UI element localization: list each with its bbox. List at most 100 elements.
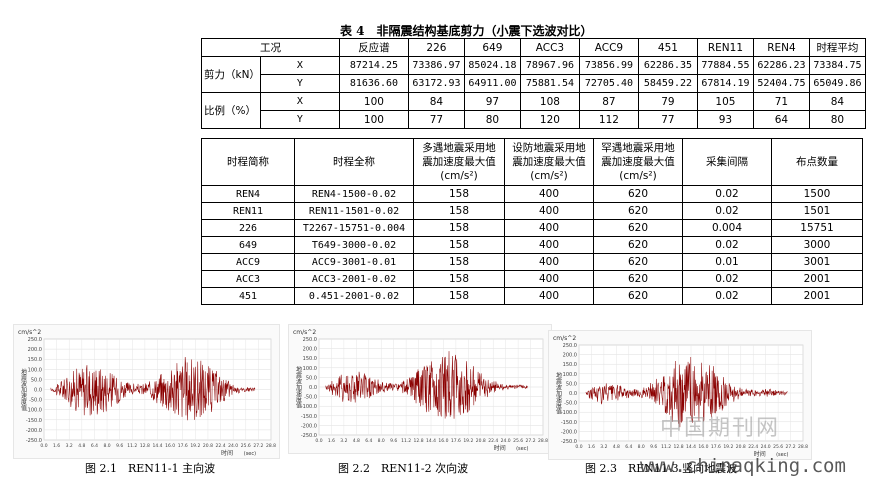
chart-x-tick-label: 8.0 [103,443,110,449]
table-header-cell: REN4 [752,38,810,57]
chart-y-tick-label: 200.0 [28,347,42,353]
table-row: ACC9 ACC9-3001-0.01 158 400 620 0.01 3001 [201,253,863,271]
table-header-cell: 罕遇地震采用地 震加速度最大值 (cm/s²) [593,138,683,186]
table-cell: 620 [593,185,683,203]
wave-table-header-row: 时程简称 时程全称 多遇地震采用地 震加速度最大值 (cm/s²) 设防地震采用… [201,138,863,186]
chart-y-tick-label: -150.0 [561,420,577,426]
watermark-url: www.chinaqking.com [640,455,846,477]
table-cell: 80 [463,110,521,129]
table-cell: ACC9 [201,253,295,271]
chart-y-tick-label: 250.0 [303,337,317,343]
table-cell: 65049.86 [808,74,866,93]
table-cell: 77884.55 [696,56,754,75]
ratio-label: 比例（%） [201,92,261,129]
table-row: REN11 REN11-1501-0.02 158 400 620 0.02 1501 [201,202,863,220]
chart-x-tick-label: 11.2 [401,438,411,444]
chart-x-tick-label: 20.8 [476,438,486,444]
table-cell: 0.451-2001-0.02 [294,287,414,305]
table-cell: 64 [752,110,810,129]
table-cell: 73856.99 [578,56,639,75]
table-row: 649 T649-3000-0.02 158 400 620 0.02 3000 [201,236,863,254]
table-cell: 400 [504,219,594,237]
chart-x-tick-label: 8.0 [638,444,645,450]
chart-x-tick-label: 16.0 [698,444,708,450]
table-cell: REN4 [201,185,295,203]
shear-label: 剪力（kN） [201,56,261,93]
table-cell: 1500 [771,185,863,203]
table-cell: 620 [593,219,683,237]
table-header-cell: 采集间隔 [682,138,772,186]
chart-y-axis-label: 地震波加速度值 [295,365,302,409]
table-cell: 620 [593,270,683,288]
accel-chart-svg: cm/s^2 地震波加速度值 250.0 200.0 150.0 100.0 50.0 0.0… [293,329,548,452]
table-header-cell: 设防地震采用地 震加速度最大值 (cm/s²) [504,138,594,186]
chart-x-tick-label: 12.8 [674,444,684,450]
table-cell: 108 [519,92,580,111]
chart-x-tick-label: 1.6 [588,444,595,450]
table-row: Y 81636.60 63172.93 64911.00 75881.54 72… [202,74,866,93]
table-header-cell: 时程简称 [201,138,295,186]
chart-y-tick-label: -250.0 [561,439,577,445]
table-cell: 400 [504,253,594,271]
chart-x-tick-label: 20.8 [203,443,213,449]
chart-y-tick-label: 250.0 [563,343,577,349]
table4: 工况 反应谱 226 649 ACC3 ACC9 451 REN11 REN4 … [201,38,866,129]
chart-x-tick-label: 25.6 [241,443,251,449]
chart-x-tick-label: 22.4 [748,444,758,450]
chart-x-tick-label: 19.2 [723,444,733,450]
table-cell: 451 [201,287,295,305]
table-cell: 158 [413,236,505,254]
chart-y-tick-label: 250.0 [28,337,42,343]
table-row: ACC3 ACC3-2001-0.02 158 400 620 0.02 2001 [201,270,863,288]
table-cell: 158 [413,202,505,220]
table-cell: 72705.40 [578,74,639,93]
table-cell: 0.02 [682,287,772,305]
table-cell: ACC3-2001-0.02 [294,270,414,288]
table-cell: 0.02 [682,236,772,254]
table-header-cell: 反应谱 [338,38,409,57]
chart-y-tick-label: 150.0 [563,362,577,368]
header-line: (cm/s²) [440,170,478,182]
chart-x-axis-label: 时间 [754,450,766,458]
table-cell: 120 [519,110,580,129]
table-header-cell: 布点数量 [771,138,863,186]
chart-x-tick-label: 6.4 [365,438,372,444]
header-line: 震加速度最大值 [601,156,675,168]
chart-y-tick-label: -50.0 [564,401,577,407]
chart-x-tick-label: 12.8 [414,438,424,444]
chart-y-tick-label: -100.0 [301,404,317,410]
table-cell: 2001 [771,287,863,305]
table-cell: REN4-1500-0.02 [294,185,414,203]
chart-x-tick-label: 25.6 [773,444,783,450]
chart-y-tick-label: -100.0 [561,410,577,416]
table-cell: 77 [407,110,465,129]
chart-y-tick-label: -200.0 [301,423,317,429]
table-cell: 226 [201,219,295,237]
chart-x-tick-label: 4.8 [78,443,85,449]
chart-y-tick-label: 100.0 [28,367,42,373]
table-header-cell: 451 [637,38,698,57]
chart-x-tick-label: 0.0 [575,444,582,450]
chart-x-tick-label: 28.8 [266,443,276,449]
table-cell: ACC3 [201,270,295,288]
chart-y-tick-label: -50.0 [304,395,317,401]
table-cell: 158 [413,270,505,288]
chart-y-tick-label: -250.0 [26,438,42,444]
chart-x-tick-label: 1.6 [328,438,335,444]
chart-x-tick-label: 6.4 [625,444,632,450]
table-header-cell: 649 [463,38,521,57]
chart-x-tick-label: 4.8 [613,444,620,450]
chart-y-tick-label: 150.0 [28,357,42,363]
table-cell: 84 [808,92,866,111]
chart-y-tick-label: 0.0 [569,391,577,397]
figure-caption-3: 图 2.3 REN11-3 竖向地震波 [585,462,738,475]
chart-x-tick-label: 3.2 [340,438,347,444]
table-cell: 63172.93 [407,74,465,93]
table-cell: 2001 [771,270,863,288]
table-cell: 400 [504,236,594,254]
header-line: 震加速度最大值 [512,156,586,168]
chart-waveform-line [50,357,256,421]
dir-cell: X [259,56,340,75]
chart-x-tick-label: 11.2 [661,444,671,450]
chart-x-axis-unit: (sec) [516,446,528,452]
